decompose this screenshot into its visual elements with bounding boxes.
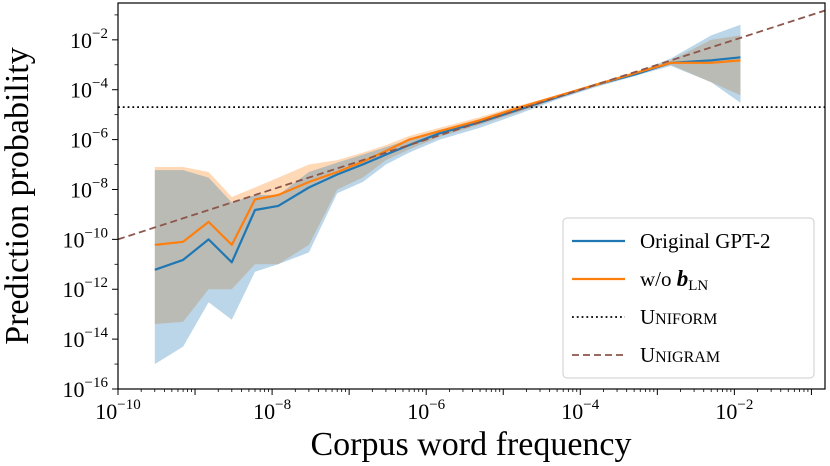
x-axis-ticks: 10−10 10−8 10−6 10−4 10−2	[95, 389, 812, 424]
legend-label-uniform: UNIFORM	[640, 305, 717, 329]
reference-lines	[118, 9, 825, 241]
legend-label-unigram: UNIGRAM	[640, 343, 720, 367]
x-tick-label: 10−10	[95, 397, 140, 424]
y-tick-label: 10−4	[70, 76, 108, 103]
x-tick-label: 10−6	[407, 397, 445, 424]
y-tick-label: 10−12	[63, 275, 108, 302]
x-tick-label: 10−2	[715, 397, 753, 424]
y-tick-label: 10−2	[70, 26, 108, 53]
legend-label-original-gpt2: Original GPT-2	[640, 229, 770, 253]
y-axis-ticks: 10−16 10−14 10−12 10−10 10−8 10−6 10−4 10−2	[63, 14, 118, 402]
unigram-line	[118, 9, 825, 241]
line-series-1	[154, 59, 741, 246]
series-lines	[154, 56, 741, 271]
y-tick-label: 10−16	[63, 375, 109, 402]
y-tick-label: 10−14	[63, 325, 109, 352]
plot-frame	[117, 2, 826, 390]
legend: Original GPT-2 w/o bLN UNIFORM UNIGRAM	[562, 217, 815, 379]
legend-label-wo-bln: w/o bLN	[640, 266, 708, 294]
y-tick-label: 10−8	[70, 175, 108, 202]
x-tick-label: 10−8	[253, 397, 291, 424]
band-series-1	[154, 35, 741, 325]
y-tick-label: 10−6	[70, 126, 108, 153]
y-axis-label: Prediction probability	[0, 47, 36, 344]
x-tick-label: 10−4	[561, 397, 599, 424]
band-series-0	[154, 24, 741, 365]
confidence-bands	[154, 24, 741, 365]
x-axis-label: Corpus word frequency	[310, 426, 631, 463]
y-tick-label: 10−10	[63, 225, 108, 252]
legend-box	[562, 217, 815, 379]
